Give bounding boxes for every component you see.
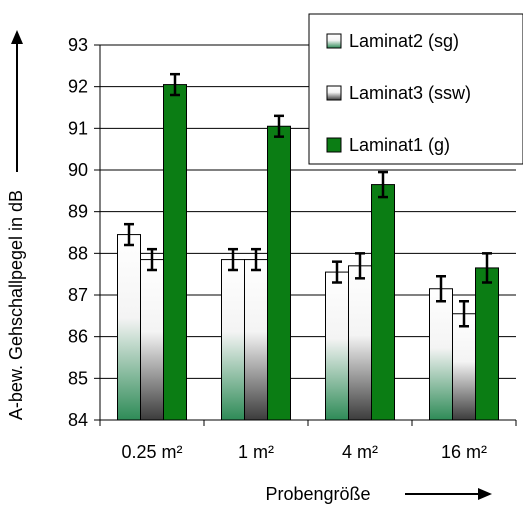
- x-axis-arrow: [405, 488, 492, 500]
- bar: [371, 184, 395, 421]
- x-tick-label: 0.25 m²: [121, 442, 182, 462]
- bar: [475, 267, 499, 421]
- x-axis-label: Probengröße: [265, 484, 370, 504]
- y-axis-arrow: [11, 30, 23, 172]
- bars: [117, 72, 499, 421]
- y-arrow-head: [11, 30, 23, 44]
- x-tick-label: 4 m²: [342, 442, 378, 462]
- y-tick-label: 86: [68, 327, 88, 347]
- x-arrow-head: [478, 488, 492, 500]
- bar: [117, 234, 141, 421]
- y-axis-label: A-bew. Gehschallpegel in dB: [6, 190, 26, 420]
- legend-box: [308, 13, 523, 165]
- legend-label: Laminat2 (sg): [349, 31, 459, 51]
- legend-label: Laminat1 (g): [349, 135, 450, 155]
- bar: [267, 125, 291, 421]
- bar: [163, 84, 187, 421]
- legend-swatch: [326, 85, 342, 101]
- bar: [221, 259, 245, 421]
- y-tick-label: 92: [68, 77, 88, 97]
- bar: [452, 313, 476, 421]
- bar: [244, 259, 268, 421]
- y-tick-label: 85: [68, 368, 88, 388]
- legend-label: Laminat3 (ssw): [349, 83, 471, 103]
- bar: [348, 265, 372, 421]
- y-tick-label: 93: [68, 35, 88, 55]
- y-tick-label: 91: [68, 118, 88, 138]
- axis-labels: A-bew. Gehschallpegel in dB Probengröße: [6, 190, 371, 504]
- legend-swatch: [326, 137, 342, 153]
- y-tick-label: 89: [68, 202, 88, 222]
- bar: [140, 259, 164, 421]
- bar: [429, 288, 453, 421]
- bar: [325, 271, 349, 421]
- y-tick-label: 88: [68, 243, 88, 263]
- legend-swatch: [326, 33, 342, 49]
- x-tick-label: 16 m²: [441, 442, 487, 462]
- x-tick-label: 1 m²: [238, 442, 274, 462]
- y-tick-label: 84: [68, 410, 88, 430]
- y-tick-label: 90: [68, 160, 88, 180]
- legend: Laminat2 (sg) Laminat3 (ssw) Laminat1 (g): [308, 13, 523, 165]
- y-tick-label: 87: [68, 285, 88, 305]
- axes: 84 85 86 87 88 89 90 91 92 93 0.25 m² 1 m² 4 m² 16 m²: [11, 30, 517, 500]
